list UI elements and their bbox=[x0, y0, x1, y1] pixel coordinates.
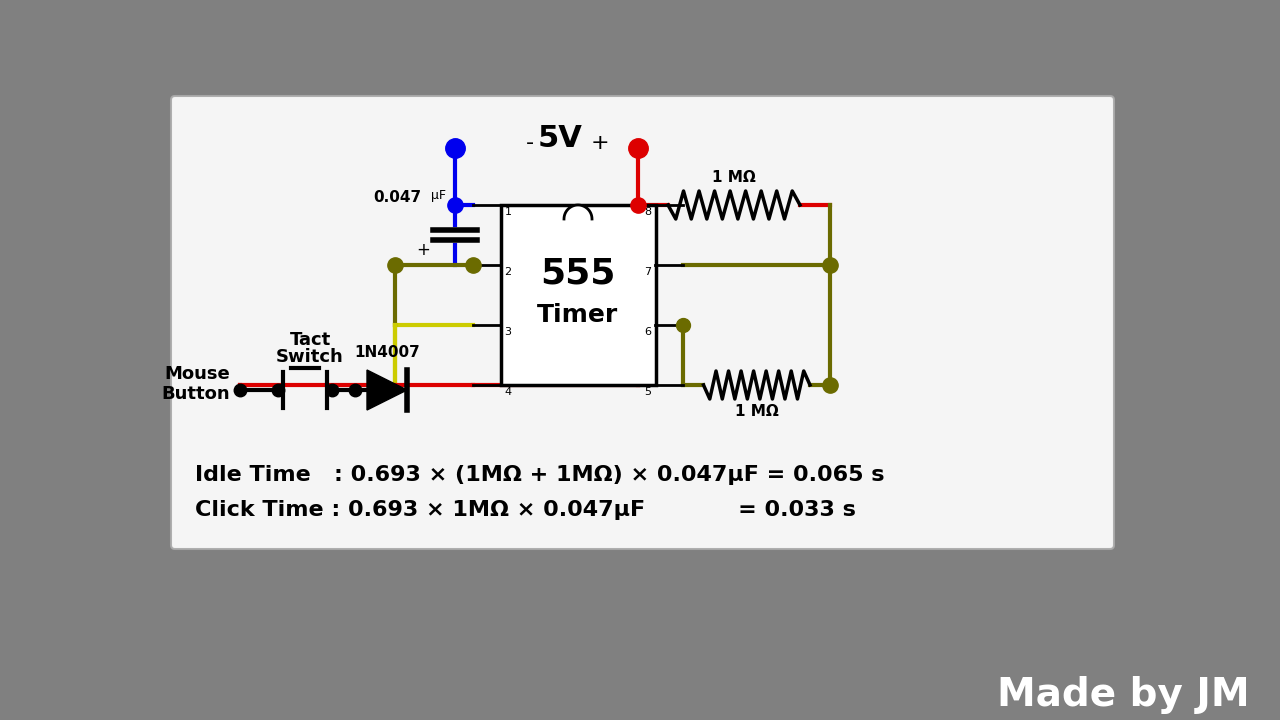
Text: 5: 5 bbox=[645, 387, 652, 397]
FancyBboxPatch shape bbox=[172, 96, 1114, 549]
Text: 1N4007: 1N4007 bbox=[355, 344, 420, 359]
Text: Tact: Tact bbox=[289, 331, 330, 349]
Text: 0.047: 0.047 bbox=[372, 189, 421, 204]
Text: Click Time : 0.693 × 1MΩ × 0.047μF            = 0.033 s: Click Time : 0.693 × 1MΩ × 0.047μF = 0.0… bbox=[195, 500, 856, 520]
Text: Mouse: Mouse bbox=[164, 365, 230, 383]
Text: 4: 4 bbox=[504, 387, 512, 397]
Text: Timer: Timer bbox=[538, 303, 618, 327]
Text: Idle Time   : 0.693 × (1MΩ + 1MΩ) × 0.047μF = 0.065 s: Idle Time : 0.693 × (1MΩ + 1MΩ) × 0.047μ… bbox=[195, 465, 884, 485]
Text: 1: 1 bbox=[504, 207, 512, 217]
Text: 3: 3 bbox=[504, 327, 512, 337]
Text: +: + bbox=[416, 241, 430, 259]
Text: 6: 6 bbox=[645, 327, 652, 337]
Text: 555: 555 bbox=[540, 256, 616, 290]
Text: 7: 7 bbox=[644, 267, 652, 277]
Text: +: + bbox=[590, 133, 609, 153]
Bar bbox=[500, 205, 655, 385]
Text: μF: μF bbox=[431, 189, 445, 202]
Polygon shape bbox=[367, 370, 407, 410]
Text: 5V: 5V bbox=[538, 124, 582, 153]
Text: 1 MΩ: 1 MΩ bbox=[712, 169, 756, 184]
Text: -: - bbox=[526, 133, 534, 153]
Text: Button: Button bbox=[161, 385, 230, 403]
Text: 1 MΩ: 1 MΩ bbox=[735, 403, 778, 418]
Polygon shape bbox=[564, 205, 591, 219]
Text: Made by JM: Made by JM bbox=[997, 676, 1251, 714]
Text: 8: 8 bbox=[644, 207, 652, 217]
Text: Switch: Switch bbox=[276, 348, 344, 366]
Text: 2: 2 bbox=[504, 267, 512, 277]
